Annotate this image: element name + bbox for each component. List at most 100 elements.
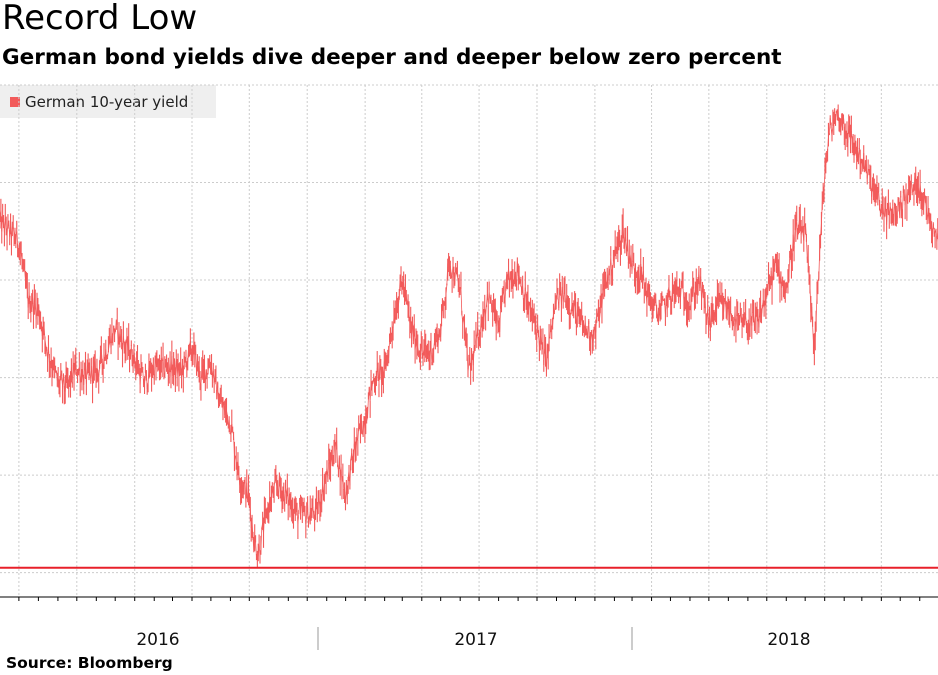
series-link [155, 364, 158, 367]
series-link [371, 380, 374, 389]
series-link [717, 298, 720, 301]
series-link [843, 128, 846, 134]
series-link [266, 506, 269, 518]
series-link [771, 270, 774, 289]
series-link [464, 325, 466, 332]
series-link [99, 353, 101, 368]
series-link [592, 327, 595, 343]
series-link [448, 258, 450, 269]
series-link [633, 262, 635, 273]
series-link [29, 308, 32, 312]
series-link [224, 411, 227, 416]
series-link [502, 291, 505, 295]
series-link [824, 163, 827, 174]
series-link [466, 349, 469, 373]
series-link [128, 339, 130, 361]
series-link [139, 368, 142, 385]
series-link [87, 364, 90, 372]
series-link [434, 336, 437, 345]
series-link [661, 297, 664, 306]
series-link [562, 293, 565, 302]
series-link [178, 368, 181, 376]
series-link [571, 303, 574, 314]
series-link [304, 509, 307, 525]
series-link [930, 219, 932, 230]
series-link [888, 206, 891, 216]
series-link [537, 323, 539, 334]
series-link [211, 365, 213, 378]
series-link [147, 363, 150, 387]
series-link [201, 364, 204, 371]
series-link [747, 324, 750, 334]
legend-swatch [10, 96, 20, 107]
series-link [204, 369, 207, 383]
series-link [687, 306, 690, 310]
series-link [270, 495, 272, 505]
series-link [233, 434, 235, 456]
series-link [431, 353, 434, 363]
series-link [644, 283, 647, 293]
series-link [208, 365, 211, 368]
series-link [333, 440, 336, 456]
series-link [167, 369, 169, 374]
series-link [281, 493, 284, 502]
series-link [688, 308, 691, 311]
series-link [483, 309, 486, 322]
series-link [855, 142, 858, 158]
series-link [617, 237, 620, 246]
series-link [142, 369, 145, 386]
series-link [367, 398, 369, 418]
series-link [160, 357, 162, 375]
series-link [532, 311, 535, 319]
series-link [668, 286, 671, 298]
series-link [511, 274, 514, 287]
series-link [153, 359, 156, 380]
series-link [360, 420, 363, 434]
series-link [613, 246, 616, 258]
series-link [388, 340, 390, 358]
series-link [467, 362, 470, 373]
series-link [164, 362, 167, 372]
series-link [875, 191, 878, 198]
series-link [301, 508, 304, 514]
series-link [4, 218, 7, 230]
series-link [478, 342, 480, 345]
series-link [859, 161, 862, 165]
series-link [232, 430, 234, 435]
series-link [394, 316, 397, 323]
series-layer [0, 104, 938, 567]
series-link [465, 334, 468, 350]
series-link [551, 325, 553, 328]
series-link [2, 216, 4, 219]
series-link [192, 345, 195, 362]
series-link [197, 359, 199, 373]
series-link [752, 312, 754, 315]
series-link [523, 299, 525, 304]
series-link [40, 323, 42, 326]
series-link [889, 206, 892, 210]
series-link [709, 311, 712, 332]
series-link [739, 313, 741, 323]
series-link [116, 320, 118, 322]
series-link [871, 183, 873, 197]
series-link [799, 220, 802, 235]
series-link [417, 347, 420, 352]
series-link [660, 304, 663, 307]
series-link [695, 281, 698, 289]
series-link [166, 364, 168, 370]
series-link [878, 191, 880, 206]
series-link [850, 131, 853, 145]
series-link [107, 350, 109, 358]
series-link [332, 455, 335, 465]
series-link [56, 371, 58, 381]
series-link [301, 503, 303, 514]
series-link [122, 336, 125, 345]
series-link [804, 223, 806, 226]
series-link [254, 535, 256, 543]
series-link [746, 326, 748, 334]
series-link [6, 221, 9, 235]
series-link [158, 360, 160, 370]
series-link [873, 185, 876, 198]
series-link [765, 290, 768, 303]
series-link [873, 183, 875, 186]
